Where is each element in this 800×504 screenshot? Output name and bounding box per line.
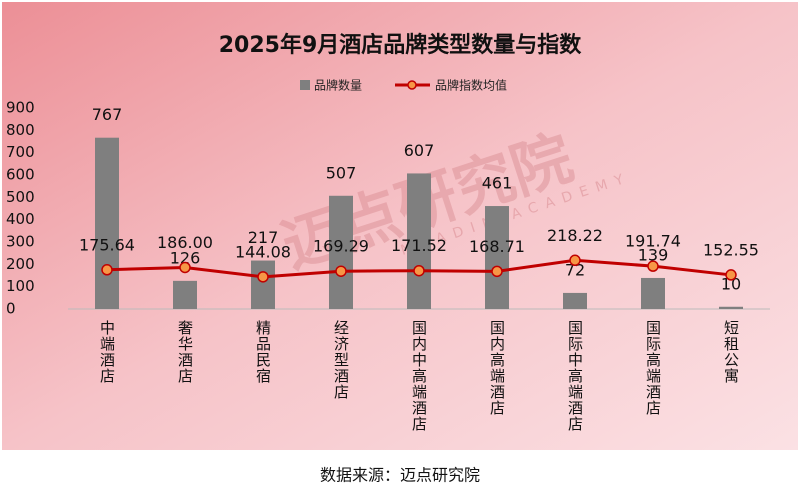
bar-label: 139	[638, 245, 669, 264]
line-marker	[101, 264, 113, 276]
line-label: 169.29	[313, 237, 369, 256]
x-tick-label: 经济型酒店	[332, 320, 350, 400]
y-tick-label: 400	[6, 210, 35, 228]
line-marker	[179, 261, 191, 274]
bar-label: 461	[482, 174, 513, 193]
legend-swatch	[300, 80, 310, 90]
line-marker	[647, 260, 659, 272]
y-tick-label: 600	[6, 166, 35, 184]
source: 数据来源：迈点研究院	[320, 466, 480, 485]
y-tick-label: 700	[6, 143, 35, 161]
line-label: 186.00	[157, 233, 213, 252]
bar-label: 10	[721, 274, 741, 293]
line-marker	[569, 254, 581, 267]
y-tick-label: 200	[6, 255, 35, 273]
x-tick-label: 短租公寓	[722, 320, 740, 384]
line-marker	[725, 269, 737, 281]
legend-label: 品牌数量	[314, 78, 362, 93]
bar	[173, 280, 197, 309]
bar	[407, 173, 431, 309]
y-tick-label: 300	[6, 233, 35, 251]
line-label: 191.74	[625, 232, 681, 251]
bar	[329, 195, 353, 309]
bar	[485, 206, 509, 309]
x-tick-label: 国际高端酒店	[644, 320, 662, 416]
bar-label: 767	[92, 105, 123, 124]
y-tick-label: 800	[6, 121, 35, 139]
y-tick-label: 900	[6, 99, 35, 117]
bar-label: 72	[565, 260, 585, 279]
bar-label: 607	[404, 141, 435, 160]
line-marker	[257, 271, 269, 283]
chart-background	[2, 2, 798, 450]
y-tick-label: 500	[6, 188, 35, 206]
line-label: 144.08	[235, 242, 291, 261]
y-tick-label: 0	[6, 300, 16, 318]
y-tick-label: 100	[6, 277, 35, 295]
x-tick-label: 中端酒店	[98, 320, 116, 384]
bar	[641, 277, 665, 309]
x-tick-label: 精品民宿	[254, 320, 272, 384]
chart-title: 2025年9月酒店品牌类型数量与指数	[219, 32, 583, 58]
legend-label: 品牌指数均值	[435, 78, 507, 93]
x-tick-label: 奢华酒店	[176, 320, 194, 384]
line-marker	[413, 264, 425, 277]
bar-label: 126	[170, 248, 201, 267]
bar	[719, 306, 743, 309]
x-tick-label: 国内高端酒店	[488, 320, 506, 416]
line-marker	[491, 265, 503, 278]
bar	[563, 292, 587, 309]
line-label: 175.64	[79, 235, 135, 254]
line-label: 218.22	[547, 226, 603, 245]
bar-label: 217	[248, 228, 279, 247]
line-label: 171.52	[391, 236, 447, 255]
bar	[251, 260, 275, 309]
line-label: 168.71	[469, 237, 525, 256]
legend-marker	[407, 80, 417, 90]
line-marker	[335, 265, 347, 277]
bar-label: 507	[326, 163, 357, 182]
x-tick-label: 国内中高端酒店	[410, 320, 428, 432]
line-label: 152.55	[703, 240, 759, 259]
x-tick-label: 国际中高端酒店	[566, 320, 584, 432]
bar	[95, 137, 119, 309]
